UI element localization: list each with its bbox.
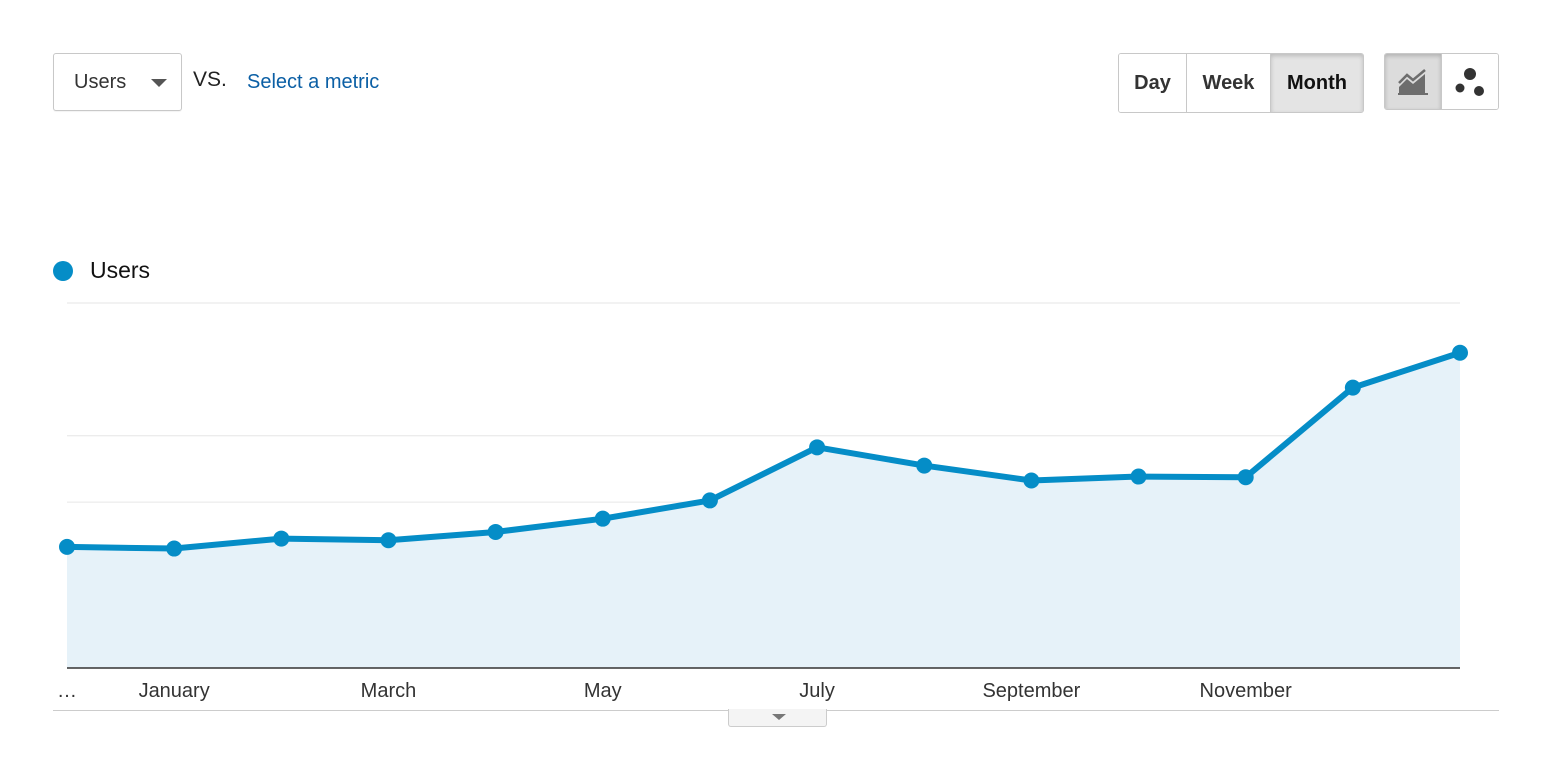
select-metric-link[interactable]: Select a metric: [247, 71, 380, 93]
vs-label: VS.: [193, 68, 227, 91]
data-point: [1237, 469, 1254, 486]
data-point: [916, 457, 933, 474]
data-point: [809, 439, 826, 456]
data-point: [594, 510, 611, 527]
x-tick-label: November: [1200, 680, 1293, 702]
data-point: [166, 540, 183, 557]
data-point: [701, 492, 718, 509]
week-button[interactable]: Week: [1187, 54, 1271, 112]
data-point: [59, 538, 75, 555]
motion-chart-button[interactable]: [1441, 54, 1498, 109]
legend-label: Users: [90, 257, 151, 283]
line-chart-button[interactable]: [1385, 54, 1442, 109]
x-tick-label: May: [584, 680, 622, 702]
x-tick-label: July: [799, 680, 835, 702]
data-point: [1344, 379, 1361, 396]
motion-chart-icon: [1455, 67, 1484, 96]
day-button[interactable]: Day: [1119, 54, 1187, 112]
x-tick-label: …: [57, 680, 77, 702]
legend-color-dot: [53, 260, 73, 281]
month-button[interactable]: Month: [1271, 54, 1363, 112]
data-point: [1452, 344, 1468, 361]
data-point: [380, 532, 397, 549]
period-toggle: Day Week Month: [1118, 53, 1364, 113]
chevron-down-icon: [151, 79, 167, 87]
chart-type-toggle: [1384, 53, 1499, 110]
data-point: [487, 523, 504, 540]
data-point: [1130, 468, 1147, 485]
chevron-down-icon: [772, 714, 786, 720]
data-point: [1023, 472, 1040, 489]
series-area-fill: [67, 352, 1460, 668]
metric-dropdown[interactable]: Users: [53, 53, 182, 111]
data-point: [273, 530, 290, 547]
x-tick-label: January: [139, 680, 210, 702]
x-tick-label: September: [982, 680, 1080, 702]
series-line-users: [64, 349, 1463, 552]
x-tick-label: March: [361, 680, 417, 702]
metric-dropdown-label: Users: [74, 71, 127, 93]
line-chart-icon: [1397, 68, 1428, 95]
expand-chart-tab[interactable]: [728, 709, 827, 727]
chart-legend: Users: [53, 257, 150, 284]
